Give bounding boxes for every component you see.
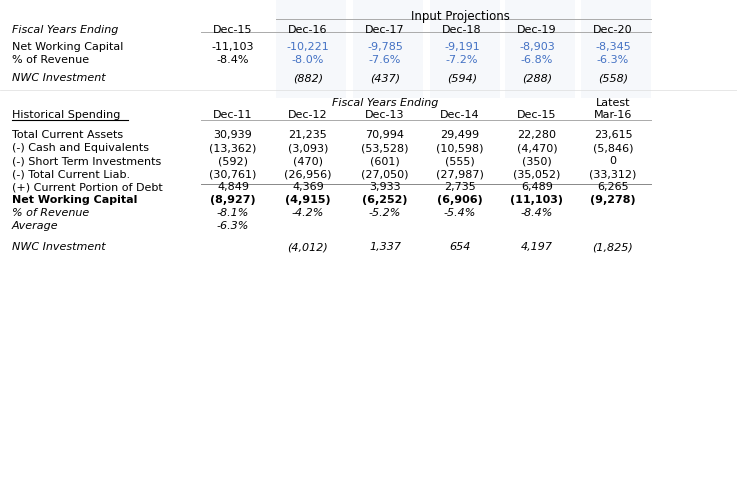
Text: (4,915): (4,915) bbox=[285, 195, 331, 205]
Bar bbox=[353, 0, 423, 98]
Text: 2,735: 2,735 bbox=[444, 182, 476, 192]
Text: (6,906): (6,906) bbox=[437, 195, 483, 205]
Text: Historical Spending: Historical Spending bbox=[12, 110, 120, 120]
Text: 21,235: 21,235 bbox=[289, 130, 327, 140]
Text: (27,050): (27,050) bbox=[361, 169, 409, 179]
Text: -4.2%: -4.2% bbox=[292, 208, 324, 218]
Text: (13,362): (13,362) bbox=[209, 143, 256, 153]
Text: Dec-15: Dec-15 bbox=[213, 25, 253, 35]
Text: (6,252): (6,252) bbox=[363, 195, 408, 205]
Text: % of Revenue: % of Revenue bbox=[12, 208, 89, 218]
Text: 23,615: 23,615 bbox=[594, 130, 632, 140]
Text: (30,761): (30,761) bbox=[209, 169, 256, 179]
Text: 29,499: 29,499 bbox=[441, 130, 480, 140]
Text: -5.4%: -5.4% bbox=[444, 208, 476, 218]
Text: % of Revenue: % of Revenue bbox=[12, 55, 89, 65]
Text: (437): (437) bbox=[370, 73, 400, 83]
Text: (558): (558) bbox=[598, 73, 628, 83]
Text: NWC Investment: NWC Investment bbox=[12, 242, 105, 252]
Bar bbox=[276, 0, 346, 98]
Text: 654: 654 bbox=[450, 242, 471, 252]
Text: 6,265: 6,265 bbox=[597, 182, 629, 192]
Text: 4,197: 4,197 bbox=[521, 242, 553, 252]
Text: (555): (555) bbox=[445, 156, 475, 166]
Text: -6.8%: -6.8% bbox=[521, 55, 553, 65]
Text: -8,345: -8,345 bbox=[595, 42, 631, 52]
Text: (601): (601) bbox=[370, 156, 400, 166]
Text: Dec-13: Dec-13 bbox=[366, 110, 405, 120]
Text: (33,312): (33,312) bbox=[590, 169, 637, 179]
Text: 70,994: 70,994 bbox=[366, 130, 405, 140]
Text: Dec-17: Dec-17 bbox=[366, 25, 405, 35]
Text: (882): (882) bbox=[293, 73, 323, 83]
Text: 6,489: 6,489 bbox=[521, 182, 553, 192]
Text: 3,933: 3,933 bbox=[369, 182, 401, 192]
Text: Dec-16: Dec-16 bbox=[288, 25, 328, 35]
Text: (3,093): (3,093) bbox=[288, 143, 328, 153]
Bar bbox=[430, 0, 500, 98]
Text: -8,903: -8,903 bbox=[519, 42, 555, 52]
Text: (592): (592) bbox=[218, 156, 248, 166]
Text: Net Working Capital: Net Working Capital bbox=[12, 42, 123, 52]
Text: Dec-20: Dec-20 bbox=[593, 25, 633, 35]
Text: Dec-19: Dec-19 bbox=[517, 25, 557, 35]
Text: Input Projections: Input Projections bbox=[411, 10, 510, 23]
Text: 0: 0 bbox=[609, 156, 616, 166]
Text: 1,337: 1,337 bbox=[369, 242, 401, 252]
Text: (350): (350) bbox=[522, 156, 552, 166]
Text: (-) Total Current Liab.: (-) Total Current Liab. bbox=[12, 169, 130, 179]
Text: (1,825): (1,825) bbox=[593, 242, 633, 252]
Text: (10,598): (10,598) bbox=[436, 143, 483, 153]
Text: -5.2%: -5.2% bbox=[368, 208, 401, 218]
Text: Dec-15: Dec-15 bbox=[517, 110, 556, 120]
Text: -8.1%: -8.1% bbox=[217, 208, 249, 218]
Text: Average: Average bbox=[12, 221, 59, 231]
Text: -6.3%: -6.3% bbox=[217, 221, 249, 231]
Text: -7.6%: -7.6% bbox=[368, 55, 401, 65]
Text: Total Current Assets: Total Current Assets bbox=[12, 130, 123, 140]
Text: (35,052): (35,052) bbox=[513, 169, 561, 179]
Text: -9,785: -9,785 bbox=[367, 42, 403, 52]
Text: Dec-11: Dec-11 bbox=[213, 110, 253, 120]
Text: 4,849: 4,849 bbox=[217, 182, 249, 192]
Text: Fiscal Years Ending: Fiscal Years Ending bbox=[332, 98, 439, 108]
Text: 22,280: 22,280 bbox=[517, 130, 556, 140]
Text: Mar-16: Mar-16 bbox=[594, 110, 632, 120]
Text: (9,278): (9,278) bbox=[590, 195, 636, 205]
Text: 30,939: 30,939 bbox=[214, 130, 252, 140]
Text: -6.3%: -6.3% bbox=[597, 55, 629, 65]
Text: (470): (470) bbox=[293, 156, 323, 166]
Text: Latest: Latest bbox=[595, 98, 630, 108]
Text: (4,470): (4,470) bbox=[517, 143, 557, 153]
Text: (11,103): (11,103) bbox=[511, 195, 564, 205]
Text: Dec-18: Dec-18 bbox=[442, 25, 482, 35]
Text: -7.2%: -7.2% bbox=[446, 55, 478, 65]
Text: -10,221: -10,221 bbox=[287, 42, 329, 52]
Text: -9,191: -9,191 bbox=[444, 42, 480, 52]
Text: Net Working Capital: Net Working Capital bbox=[12, 195, 137, 205]
Text: -8.0%: -8.0% bbox=[292, 55, 324, 65]
Text: (26,956): (26,956) bbox=[284, 169, 332, 179]
Text: -8.4%: -8.4% bbox=[521, 208, 553, 218]
Text: Dec-14: Dec-14 bbox=[440, 110, 480, 120]
Text: (594): (594) bbox=[447, 73, 477, 83]
Text: NWC Investment: NWC Investment bbox=[12, 73, 105, 83]
Bar bbox=[505, 0, 575, 98]
Text: (27,987): (27,987) bbox=[436, 169, 484, 179]
Text: (4,012): (4,012) bbox=[287, 242, 329, 252]
Bar bbox=[581, 0, 651, 98]
Text: (+) Current Portion of Debt: (+) Current Portion of Debt bbox=[12, 182, 163, 192]
Text: (-) Short Term Investments: (-) Short Term Investments bbox=[12, 156, 161, 166]
Text: (8,927): (8,927) bbox=[210, 195, 256, 205]
Text: (288): (288) bbox=[522, 73, 552, 83]
Text: (-) Cash and Equivalents: (-) Cash and Equivalents bbox=[12, 143, 149, 153]
Text: (5,846): (5,846) bbox=[593, 143, 633, 153]
Text: -8.4%: -8.4% bbox=[217, 55, 249, 65]
Text: 4,369: 4,369 bbox=[292, 182, 324, 192]
Text: Dec-12: Dec-12 bbox=[288, 110, 328, 120]
Text: Fiscal Years Ending: Fiscal Years Ending bbox=[12, 25, 119, 35]
Text: -11,103: -11,103 bbox=[212, 42, 254, 52]
Text: (53,528): (53,528) bbox=[361, 143, 409, 153]
